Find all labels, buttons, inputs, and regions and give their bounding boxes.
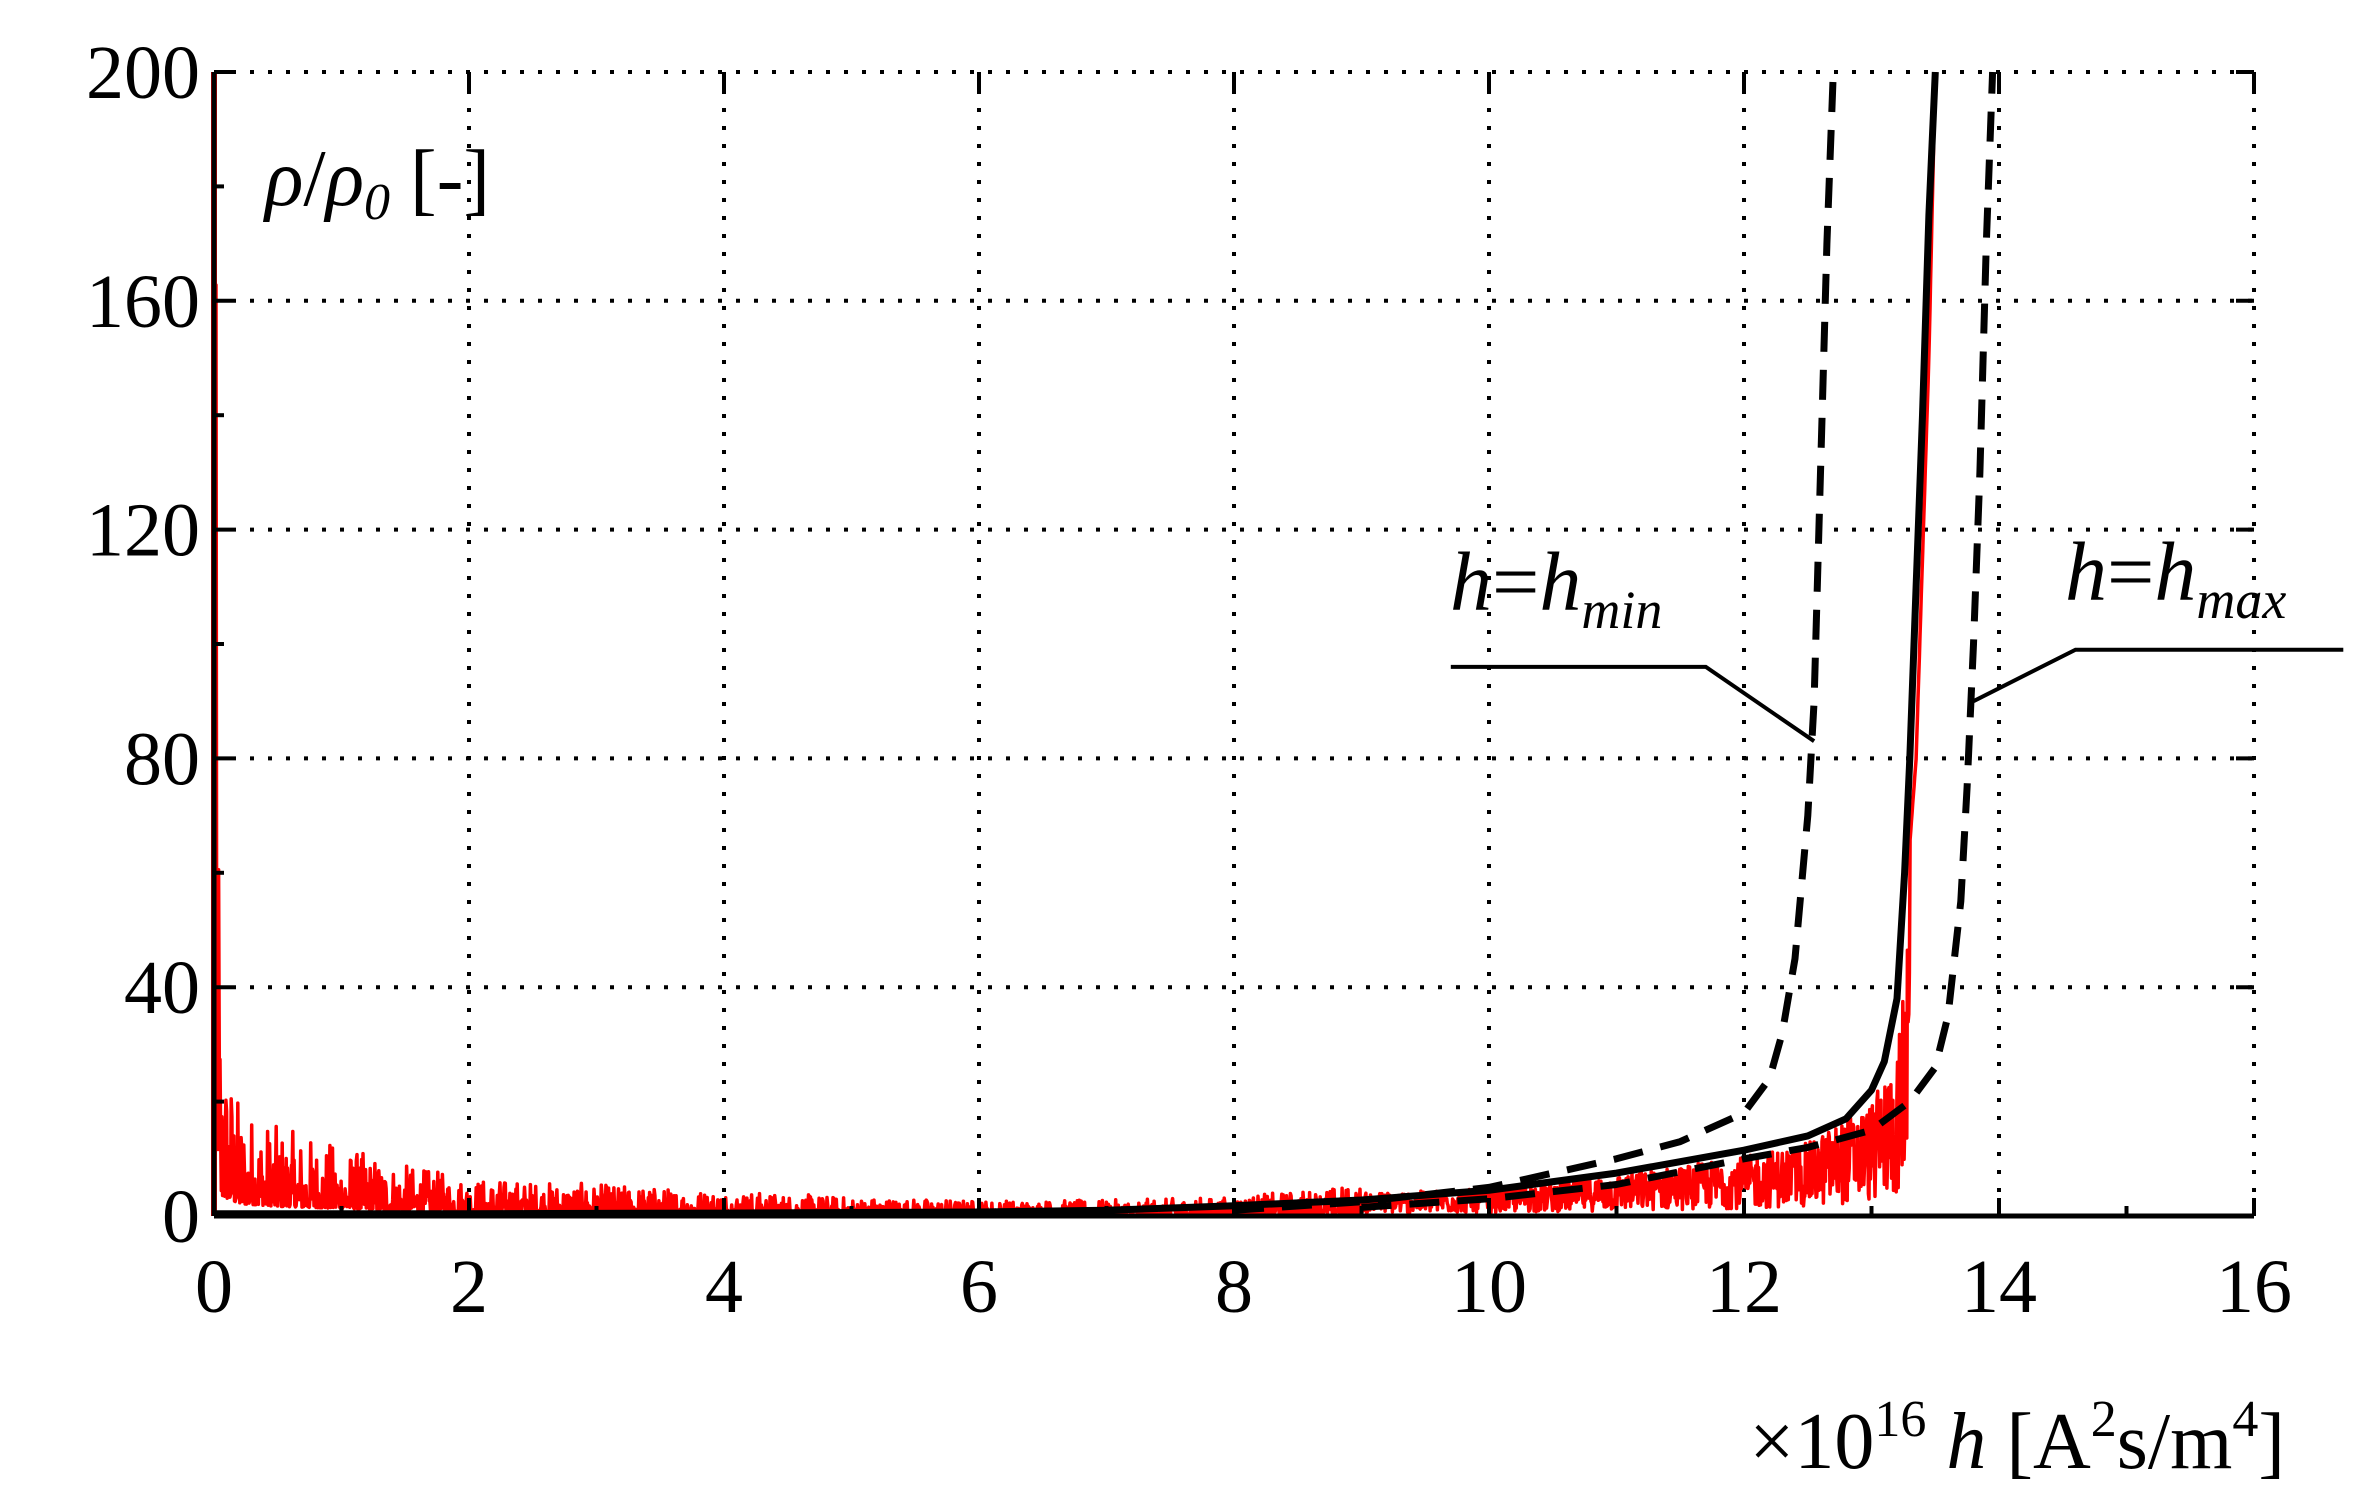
h_max-series-line [1361, 71, 1997, 1211]
x-tick-label: 0 [195, 1245, 233, 1329]
x-tick-label: 4 [705, 1245, 743, 1329]
measured-series-line [212, 71, 1938, 1217]
annotation-leader-min [1450, 664, 1816, 743]
annotation-leaders [1450, 647, 2344, 743]
x-tick-label: 6 [960, 1245, 998, 1329]
x-tick-label: 2 [450, 1245, 488, 1329]
y-axis-label: ρ/ρ0 [-] [262, 135, 490, 231]
y-tick-label: 0 [162, 1175, 200, 1259]
x-tick-label: 16 [2216, 1245, 2292, 1329]
grid-lines [214, 70, 2256, 1216]
annotation-h-max: h=hmax [2065, 526, 2286, 630]
annotation-leader-max [1972, 647, 2344, 703]
x-tick-label: 14 [1961, 1245, 2037, 1329]
y-tick-label: 80 [124, 717, 200, 801]
axes [211, 70, 2256, 1219]
y-tick-label: 160 [86, 260, 200, 344]
y-tick-label: 200 [86, 31, 200, 115]
x-axis-label: ×1016 h [A2s/m4] [1749, 1391, 2285, 1486]
y-tick-label: 40 [124, 946, 200, 1030]
x-tick-label: 12 [1706, 1245, 1782, 1329]
h_min-series-line [1233, 71, 1837, 1214]
y-tick-label: 120 [86, 489, 200, 573]
annotation-h-min: h=hmin [1450, 536, 1662, 640]
x-tick-label: 10 [1451, 1245, 1527, 1329]
series-layer [211, 71, 1997, 1218]
model-series-line [214, 71, 1939, 1218]
x-tick-label: 8 [1215, 1245, 1253, 1329]
